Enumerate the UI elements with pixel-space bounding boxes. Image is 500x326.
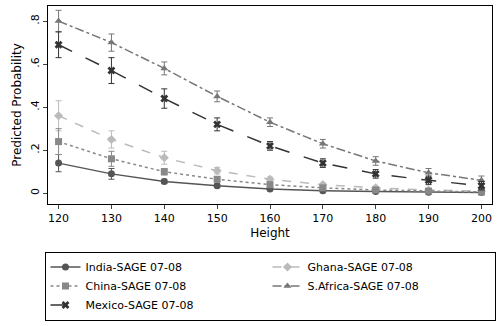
svg-text:S.Africa-SAGE 07-08: S.Africa-SAGE 07-08 <box>308 280 419 293</box>
svg-text:Ghana-SAGE 07-08: Ghana-SAGE 07-08 <box>308 261 413 274</box>
svg-text:India-SAGE 07-08: India-SAGE 07-08 <box>86 261 182 274</box>
svg-text:130: 130 <box>101 212 122 225</box>
svg-text:.8: .8 <box>29 14 42 25</box>
svg-text:200: 200 <box>471 212 492 225</box>
svg-text:170: 170 <box>312 212 333 225</box>
svg-text:180: 180 <box>365 212 386 225</box>
svg-text:120: 120 <box>48 212 69 225</box>
svg-text:Mexico-SAGE 07-08: Mexico-SAGE 07-08 <box>86 299 194 312</box>
svg-text:150: 150 <box>207 212 228 225</box>
svg-text:0: 0 <box>29 188 42 195</box>
svg-text:140: 140 <box>154 212 175 225</box>
svg-text:.6: .6 <box>29 57 42 68</box>
svg-text:Predicted Probability: Predicted Probability <box>10 43 24 167</box>
svg-text:.4: .4 <box>29 100 42 111</box>
svg-text:.2: .2 <box>29 143 42 154</box>
svg-text:160: 160 <box>260 212 281 225</box>
svg-text:190: 190 <box>418 212 439 225</box>
svg-text:China-SAGE 07-08: China-SAGE 07-08 <box>86 280 187 293</box>
svg-text:Height: Height <box>250 226 290 240</box>
